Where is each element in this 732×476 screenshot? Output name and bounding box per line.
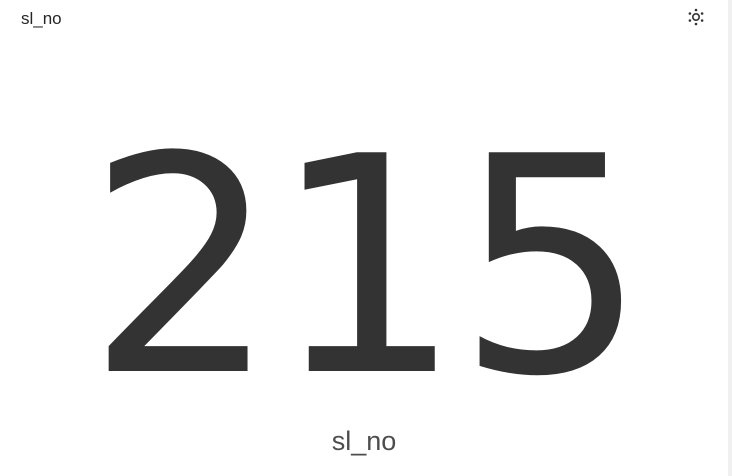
metric-value: 215 xyxy=(86,93,648,442)
settings-button[interactable] xyxy=(684,8,708,30)
card-title: sl_no xyxy=(21,9,62,28)
panel-edge xyxy=(728,0,732,476)
settings-icon xyxy=(686,7,706,32)
metric-label: sl_no xyxy=(331,426,397,456)
